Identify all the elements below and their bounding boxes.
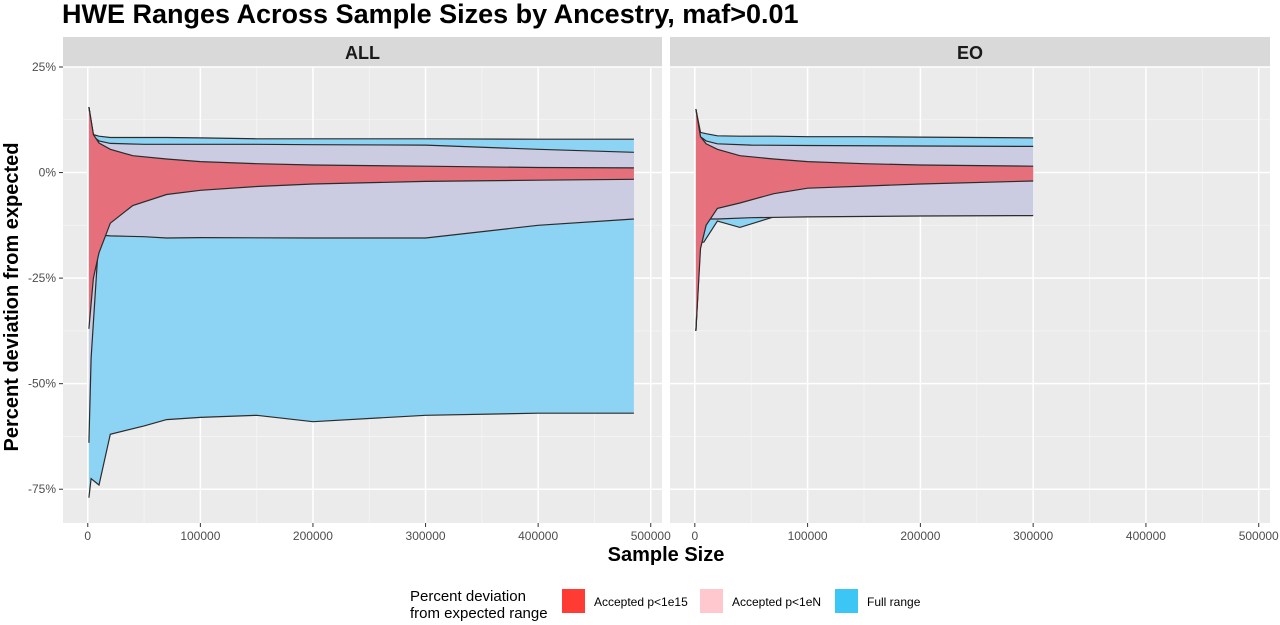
full-range-band-lower-line: [88, 412, 634, 498]
y-tick-label: -75%: [28, 482, 56, 496]
y-axis: 25% 0% -25% -50% -75%: [28, 60, 63, 496]
facet-panels: ALL 0 100000 200000 300000 400000 500000 EO 0 100…: [63, 37, 1279, 543]
accepted-p1e15-band: [695, 109, 1034, 331]
y-axis-title: Percent deviation from expected: [1, 143, 23, 452]
x-tick-label: 0: [84, 529, 91, 543]
accepted-p1e15-band-upper-line: [695, 109, 1034, 167]
chart-title: HWE Ranges Across Sample Sizes by Ancest…: [62, 0, 799, 29]
facet-strip-label: EO: [957, 43, 983, 63]
facet-strip-label: ALL: [345, 43, 380, 63]
facet-strip: [670, 37, 1270, 67]
legend-label: Accepted p<1eN: [732, 595, 821, 609]
x-tick-label: 500000: [1239, 529, 1279, 543]
x-tick-label: 100000: [788, 529, 828, 543]
y-tick-label: 25%: [32, 60, 56, 74]
legend: Percent deviation from expected range Acce…: [410, 588, 921, 622]
legend-item: Accepted p<1e15: [562, 589, 688, 613]
full-range-band-upper-line: [695, 109, 1034, 139]
accepted-p1eN-band-lower-line: [88, 218, 634, 443]
legend-title: Percent deviation from expected range: [410, 588, 548, 622]
y-tick-label: 0%: [39, 166, 57, 180]
legend-item: Accepted p<1eN: [700, 589, 821, 613]
legend-label: Full range: [867, 595, 921, 609]
full-range-band-upper-line: [88, 107, 634, 140]
facet-all: ALL 0 100000 200000 300000 400000 500000: [63, 37, 671, 543]
x-tick-label: 500000: [631, 529, 671, 543]
accepted-p1e15-band: [88, 107, 634, 329]
x-tick-label: 100000: [180, 529, 220, 543]
facet-strip: [63, 37, 662, 67]
legend-key: [562, 589, 585, 613]
legend-key: [835, 589, 858, 613]
legend-key: [700, 589, 723, 613]
accepted-p1e15-band-lower-line: [695, 180, 1034, 331]
facet-eo: EO 0 100000 200000 300000 400000 500000: [670, 37, 1279, 543]
legend-item: Full range: [835, 589, 921, 613]
x-tick-label: 300000: [406, 529, 446, 543]
accepted-p1e15-band-upper-line: [88, 107, 634, 169]
accepted-p1eN-band-area: [88, 107, 634, 443]
x-tick-label: 200000: [900, 529, 940, 543]
x-tick-label: 400000: [518, 529, 558, 543]
x-axis-title: Sample Size: [608, 544, 725, 566]
y-tick-label: -50%: [28, 377, 56, 391]
accepted-p1e15-band-area: [695, 109, 1034, 331]
x-tick-label: 200000: [293, 529, 333, 543]
x-tick-label: 0: [691, 529, 698, 543]
panel-background: [670, 67, 1270, 523]
legend-label: Accepted p<1e15: [594, 595, 688, 609]
x-tick-label: 400000: [1126, 529, 1166, 543]
accepted-p1e15-band-lower-line: [88, 178, 634, 329]
y-tick-label: -25%: [28, 271, 56, 285]
x-tick-label: 300000: [1013, 529, 1053, 543]
